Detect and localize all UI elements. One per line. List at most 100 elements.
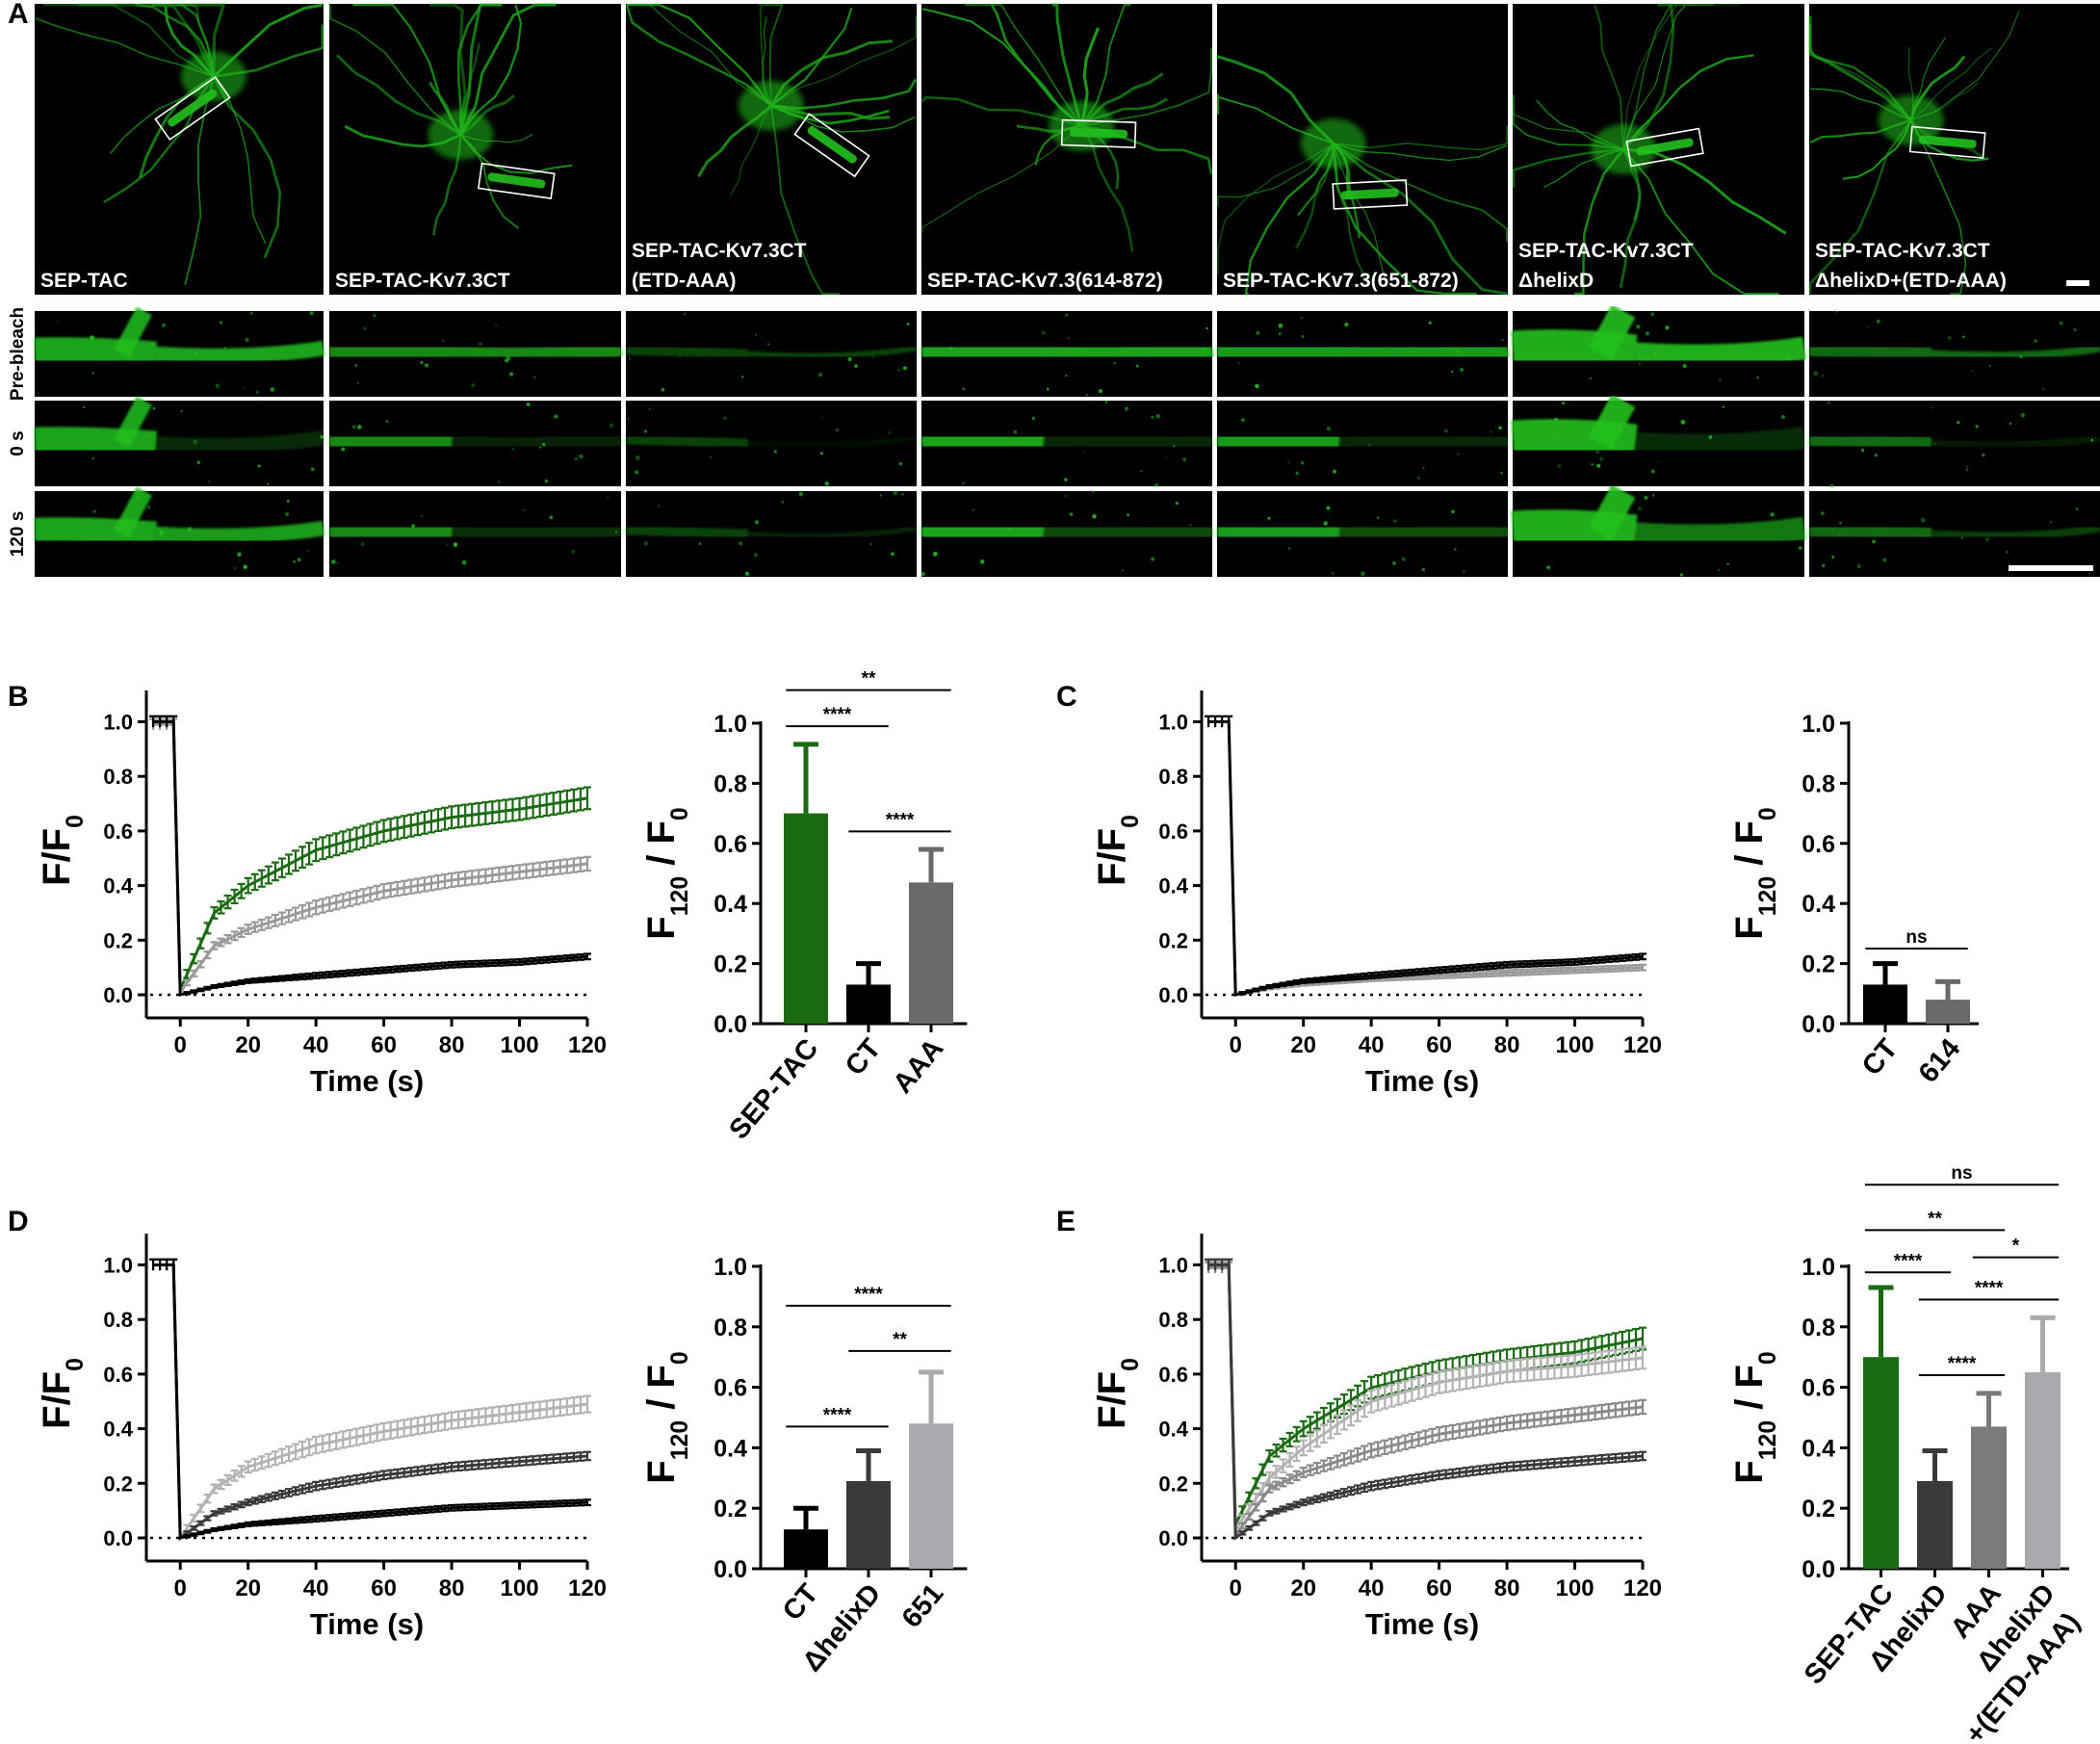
puncta [187, 527, 192, 532]
roi-box [1332, 179, 1409, 210]
puncta [508, 372, 514, 377]
puncta [538, 446, 542, 449]
puncta [821, 417, 824, 419]
significance-label: **** [1948, 1354, 1977, 1374]
puncta [1605, 534, 1611, 539]
neurite [1910, 119, 1967, 295]
puncta [1562, 402, 1566, 405]
dendrite-left [328, 425, 454, 458]
series [1205, 1261, 1646, 1540]
neurite [1513, 94, 1624, 150]
puncta [835, 428, 840, 432]
neurites [1512, 3, 1787, 296]
dendrite-left [1216, 331, 1341, 372]
panel-a: SEP-TAC SEP-TAC-Kv7.3CT SEP-TAC-Kv7.3CT (ET… [8, 3, 2100, 577]
series [1205, 715, 1646, 997]
puncta [1361, 571, 1365, 576]
puncta [385, 420, 389, 424]
dendrite-right [1338, 337, 1510, 367]
x-axis-label: Time (s) [1365, 1607, 1479, 1641]
dendrite-segment [920, 512, 1214, 551]
puncta [270, 387, 275, 392]
puncta [634, 470, 639, 475]
puncta [709, 456, 712, 458]
puncta [286, 500, 290, 503]
dendrite-left [1216, 511, 1341, 552]
puncta [1882, 558, 1887, 562]
puncta [979, 560, 985, 564]
series [1205, 1258, 1646, 1541]
neurite [1333, 143, 1508, 242]
roi-dendrite [168, 89, 218, 127]
y-tick-label: 0.0 [1802, 1011, 1835, 1038]
neurites [1808, 11, 2020, 295]
puncta [357, 425, 362, 429]
puncta [1127, 513, 1129, 517]
subscript: 120 [1755, 876, 1781, 916]
puncta [511, 448, 515, 452]
puncta [1065, 313, 1069, 317]
roi-dendrite [487, 172, 546, 189]
puncta [541, 443, 546, 447]
puncta [901, 493, 904, 496]
significance-label: ** [893, 1330, 907, 1350]
puncta [92, 509, 97, 514]
puncta [307, 550, 310, 553]
significance-label: **** [1975, 1279, 2004, 1299]
neurite [1808, 119, 1912, 294]
puncta [1680, 419, 1686, 425]
puncta [1770, 512, 1775, 517]
puncta [1344, 322, 1349, 327]
dendrite-segment [34, 486, 325, 547]
puncta [1064, 495, 1067, 497]
puncta [2090, 438, 2094, 442]
puncta [424, 363, 429, 368]
neurite [625, 4, 772, 107]
puncta [152, 406, 156, 410]
puncta [373, 314, 376, 318]
puncta [285, 512, 290, 516]
x-tick-label: 120 [1623, 1032, 1662, 1058]
puncta [920, 571, 925, 577]
x-tick-label: 60 [1426, 1575, 1452, 1601]
neurite [1622, 54, 1754, 150]
x-tick-label: 60 [371, 1575, 397, 1601]
puncta [698, 542, 702, 546]
x-axis-label: Time (s) [310, 1064, 424, 1098]
neurite [1622, 4, 1714, 150]
puncta [1113, 361, 1116, 365]
y-tick-label: 0.0 [1158, 983, 1188, 1007]
panel-letter-a: A [8, 0, 29, 30]
puncta [1785, 354, 1791, 360]
dendrite-segment [1808, 432, 2100, 451]
neurite [1244, 143, 1335, 296]
neurite [1512, 147, 1624, 188]
puncta [193, 439, 198, 445]
puncta [549, 515, 554, 520]
significance-label: * [2012, 1236, 2020, 1257]
subscript: 120 [667, 876, 693, 916]
puncta [740, 375, 744, 378]
dendrite-left [920, 332, 1046, 371]
y-tick-label: 0.0 [103, 983, 133, 1007]
y-axis-label: F120 / F0 [640, 1351, 693, 1483]
puncta [1175, 501, 1179, 506]
puncta [2042, 387, 2045, 391]
series-line [153, 1263, 588, 1541]
puncta [137, 496, 140, 500]
puncta [744, 571, 750, 576]
neurite [1594, 4, 1625, 150]
series [1205, 715, 1646, 997]
puncta [91, 456, 94, 460]
puncta [1064, 478, 1068, 482]
bar [909, 1423, 953, 1569]
soma [1878, 94, 1944, 145]
dendrite-right [1338, 517, 1510, 547]
dendrite-right [1931, 344, 2100, 360]
puncta [1591, 462, 1594, 466]
puncta [869, 543, 872, 546]
subscript: 0 [667, 1351, 693, 1365]
puncta [1821, 374, 1825, 377]
micrograph-column: SEP-TAC [33, 3, 325, 577]
